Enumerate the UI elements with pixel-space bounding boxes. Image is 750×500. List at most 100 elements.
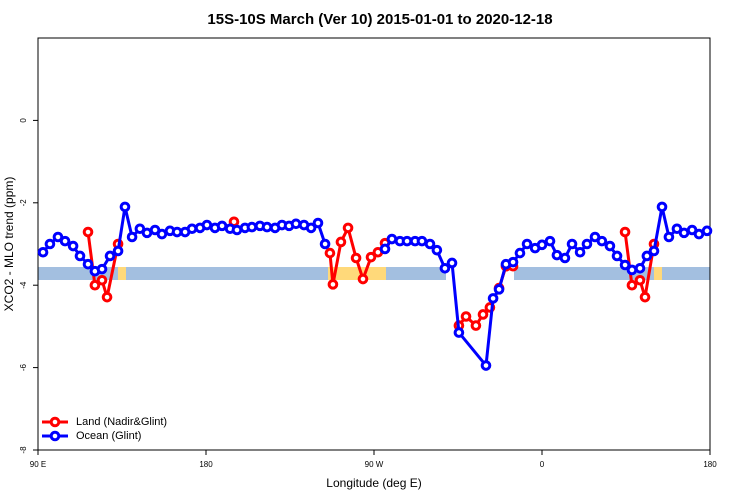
- point: [216, 220, 228, 232]
- point: [431, 244, 443, 256]
- point: [379, 243, 391, 255]
- x-tick-label: 180: [703, 460, 717, 469]
- point: [559, 252, 571, 264]
- point: [619, 226, 631, 238]
- point: [112, 245, 124, 257]
- surface-band: [38, 267, 710, 280]
- land-band: [654, 267, 662, 280]
- point: [536, 239, 548, 251]
- point: [141, 227, 153, 239]
- point: [544, 235, 556, 247]
- point: [89, 279, 101, 291]
- point: [566, 238, 578, 250]
- land-band: [328, 267, 386, 280]
- x-tick-label: 90 W: [365, 460, 384, 469]
- y-tick-label: -6: [19, 363, 28, 371]
- point: [246, 221, 258, 233]
- point: [477, 309, 489, 320]
- point: [37, 246, 49, 258]
- y-tick-label: -2: [19, 199, 28, 207]
- point: [693, 228, 705, 240]
- legend-label: Ocean (Glint): [76, 430, 141, 442]
- point: [96, 274, 108, 286]
- point: [156, 228, 168, 240]
- chart-title: 15S-10S March (Ver 10) 2015-01-01 to 202…: [207, 11, 552, 28]
- point: [324, 247, 336, 259]
- point: [596, 235, 608, 247]
- point: [581, 238, 593, 250]
- point: [101, 291, 113, 303]
- x-tick-label: 90 E: [30, 460, 46, 469]
- point: [626, 264, 638, 276]
- point: [416, 235, 428, 247]
- point: [453, 327, 465, 338]
- point: [59, 235, 71, 247]
- point: [231, 224, 243, 236]
- x-tick-label: 180: [199, 460, 213, 469]
- point: [639, 291, 651, 303]
- point: [82, 226, 94, 238]
- point: [574, 246, 586, 258]
- point: [386, 233, 398, 245]
- point: [44, 238, 56, 250]
- point: [357, 273, 369, 285]
- legend-marker: [49, 430, 61, 442]
- x-axis-label: Longitude (deg E): [326, 476, 421, 490]
- y-tick-label: -4: [19, 281, 28, 289]
- point: [290, 218, 302, 230]
- point: [634, 274, 646, 286]
- point: [619, 259, 631, 271]
- legend-label: Land (Nadir&Glint): [76, 416, 167, 428]
- point: [74, 250, 86, 262]
- point: [656, 201, 668, 213]
- point: [424, 238, 436, 250]
- point: [119, 201, 131, 213]
- point: [365, 251, 377, 263]
- point: [480, 360, 492, 371]
- point: [261, 221, 273, 233]
- point: [493, 284, 505, 295]
- y-tick-label: -8: [19, 446, 28, 454]
- point: [648, 245, 660, 257]
- point: [67, 240, 79, 252]
- gap-band: [446, 267, 514, 280]
- point: [521, 238, 533, 250]
- point: [126, 231, 138, 243]
- point: [634, 263, 646, 274]
- point: [604, 240, 616, 252]
- point: [401, 235, 413, 247]
- point: [342, 222, 354, 234]
- point: [626, 279, 638, 291]
- y-tick-label: 0: [19, 118, 28, 123]
- series: [37, 201, 713, 371]
- point: [514, 247, 526, 259]
- point: [678, 227, 690, 239]
- point: [446, 257, 458, 269]
- point: [327, 279, 339, 290]
- point: [641, 250, 653, 262]
- point: [611, 250, 623, 262]
- y-axis-label: XCO2 - MLO trend (ppm): [2, 177, 16, 312]
- point: [171, 226, 183, 238]
- point: [319, 238, 331, 250]
- legend-marker: [49, 416, 61, 428]
- point: [663, 231, 675, 243]
- point: [335, 236, 347, 248]
- point: [460, 311, 472, 322]
- point: [701, 225, 713, 237]
- point: [96, 263, 108, 275]
- point: [104, 250, 116, 262]
- point: [551, 249, 563, 261]
- point: [186, 223, 198, 235]
- point: [507, 256, 519, 268]
- land-band: [118, 267, 126, 280]
- point: [439, 263, 451, 274]
- point: [305, 222, 317, 234]
- point: [312, 217, 324, 229]
- point: [470, 320, 482, 331]
- point: [350, 252, 362, 264]
- point: [487, 293, 499, 304]
- point: [82, 258, 94, 270]
- x-tick-label: 0: [540, 460, 545, 469]
